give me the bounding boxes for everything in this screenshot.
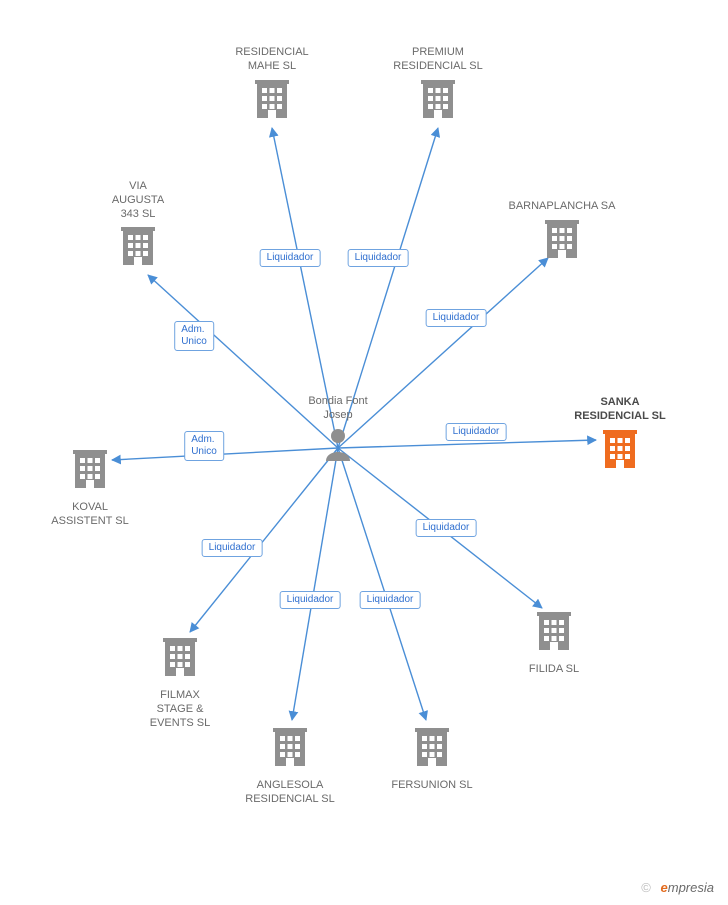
node-label: KOVAL ASSISTENT SL [20,501,160,529]
node-sanka: SANKA RESIDENCIAL SL [550,396,690,475]
node-label: VIA AUGUSTA 343 SL [68,180,208,221]
node-premium: PREMIUM RESIDENCIAL SL [368,46,508,125]
brand-e: e [661,880,668,895]
edge-label: Adm. Unico [174,321,214,351]
node-label: FILMAX STAGE & EVENTS SL [110,689,250,730]
edge-label: Adm. Unico [184,431,224,461]
edge-line [338,448,426,720]
node-label: RESIDENCIAL MAHE SL [202,46,342,74]
building-icon [484,610,624,657]
edge-label: Liquidador [416,519,477,537]
building-icon [368,78,508,125]
node-anglesola: ANGLESOLA RESIDENCIAL SL [220,726,360,807]
building-icon [362,726,502,773]
person-icon [268,427,408,466]
node-label: BARNAPLANCHA SA [492,200,632,214]
node-filmax: FILMAX STAGE & EVENTS SL [110,636,250,730]
brand-rest: mpresia [668,880,714,895]
edge-label: Liquidador [426,309,487,327]
node-label: FERSUNION SL [362,779,502,793]
building-icon [20,448,160,495]
node-fersunion: FERSUNION SL [362,726,502,793]
building-icon [68,225,208,272]
node-residencial_mahe: RESIDENCIAL MAHE SL [202,46,342,125]
node-label: PREMIUM RESIDENCIAL SL [368,46,508,74]
building-icon [220,726,360,773]
edge-label: Liquidador [348,249,409,267]
copyright-symbol: © [641,880,651,895]
diagram-canvas: Bondia Font Josep RESIDENCIAL MAHE SL PR… [0,0,728,905]
edge-label: Liquidador [360,591,421,609]
edge-label: Liquidador [280,591,341,609]
edge-label: Liquidador [202,539,263,557]
watermark: © empresia [641,880,714,895]
center-label: Bondia Font Josep [268,395,408,423]
building-icon [202,78,342,125]
node-filida: FILIDA SL [484,610,624,677]
node-label: FILIDA SL [484,663,624,677]
node-barnaplancha: BARNAPLANCHA SA [492,200,632,265]
edge-label: Liquidador [260,249,321,267]
building-icon [550,428,690,475]
building-icon [492,218,632,265]
node-via_augusta: VIA AUGUSTA 343 SL [68,180,208,272]
center-person: Bondia Font Josep [268,395,408,466]
node-koval: KOVAL ASSISTENT SL [20,448,160,529]
node-label: SANKA RESIDENCIAL SL [550,396,690,424]
edge-label: Liquidador [446,423,507,441]
building-icon [110,636,250,683]
node-label: ANGLESOLA RESIDENCIAL SL [220,779,360,807]
edge-line [292,448,338,720]
